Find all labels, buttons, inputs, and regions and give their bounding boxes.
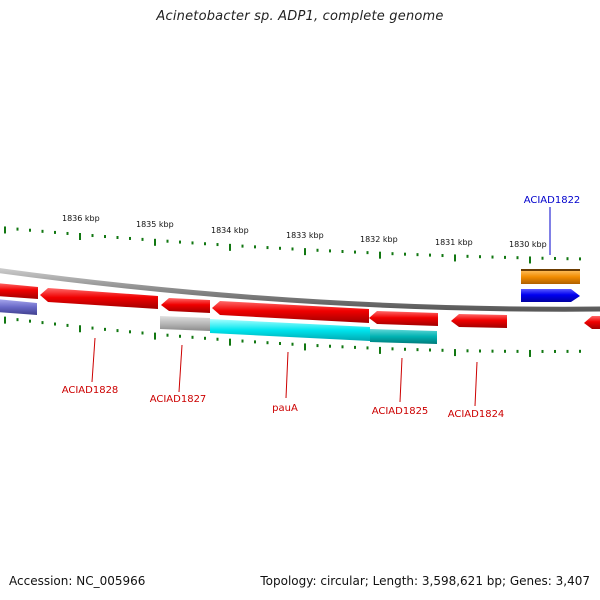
leader-aciad1824: [474, 361, 478, 407]
gene-pauA: [212, 301, 369, 323]
gene-aciad1828: [40, 288, 158, 309]
tick-label-1832: 1832 kbp: [360, 235, 398, 244]
gene-label-aciad1828: ACIAD1828: [62, 385, 119, 396]
leader-aciad1825: [399, 357, 403, 403]
cog-bar-aciad1822: [521, 270, 580, 284]
gene-aciad1829: [0, 283, 38, 299]
gene-aciad1825: [369, 311, 438, 326]
gene-aciad1822: [521, 289, 580, 302]
leader-pauA: [285, 351, 289, 399]
scale-ticks: [4, 226, 581, 357]
cog-bar-aciad1829: [0, 299, 37, 315]
leader-aciad1827: [178, 344, 183, 393]
tick-label-1836: 1836 kbp: [62, 214, 100, 223]
genome-backbone: [0, 268, 600, 312]
cog-bar-aciad1827: [160, 316, 210, 331]
topology-text: Topology: circular; Length: 3,598,621 bp…: [260, 574, 590, 588]
gene-aciad1824: [451, 314, 507, 328]
accession-text: Accession: NC_005966: [9, 574, 146, 588]
tick-label-1831: 1831 kbp: [435, 238, 473, 247]
gene-label-aciad1825: ACIAD1825: [372, 406, 429, 417]
gene-label-aciad1822: ACIAD1822: [524, 195, 581, 206]
gene-aciad1823: [584, 316, 600, 329]
gene-label-pauA: pauA: [272, 403, 298, 414]
map-title: Acinetobacter sp. ADP1, complete genome: [156, 9, 444, 24]
cog-bar-aciad1825: [370, 329, 437, 344]
gene-aciad1827: [161, 298, 210, 313]
leader-aciad1828: [91, 337, 96, 383]
gene-label-aciad1827: ACIAD1827: [150, 394, 207, 405]
tick-label-1833: 1833 kbp: [286, 231, 324, 240]
tick-label-1830: 1830 kbp: [509, 240, 547, 249]
scale-tick-labels: 1836 kbp 1835 kbp 1834 kbp 1833 kbp 1832…: [62, 214, 547, 249]
gene-label-aciad1824: ACIAD1824: [448, 409, 505, 420]
tick-label-1834: 1834 kbp: [211, 226, 249, 235]
cog-bar-pauA: [210, 319, 370, 341]
tick-label-1835: 1835 kbp: [136, 220, 174, 229]
